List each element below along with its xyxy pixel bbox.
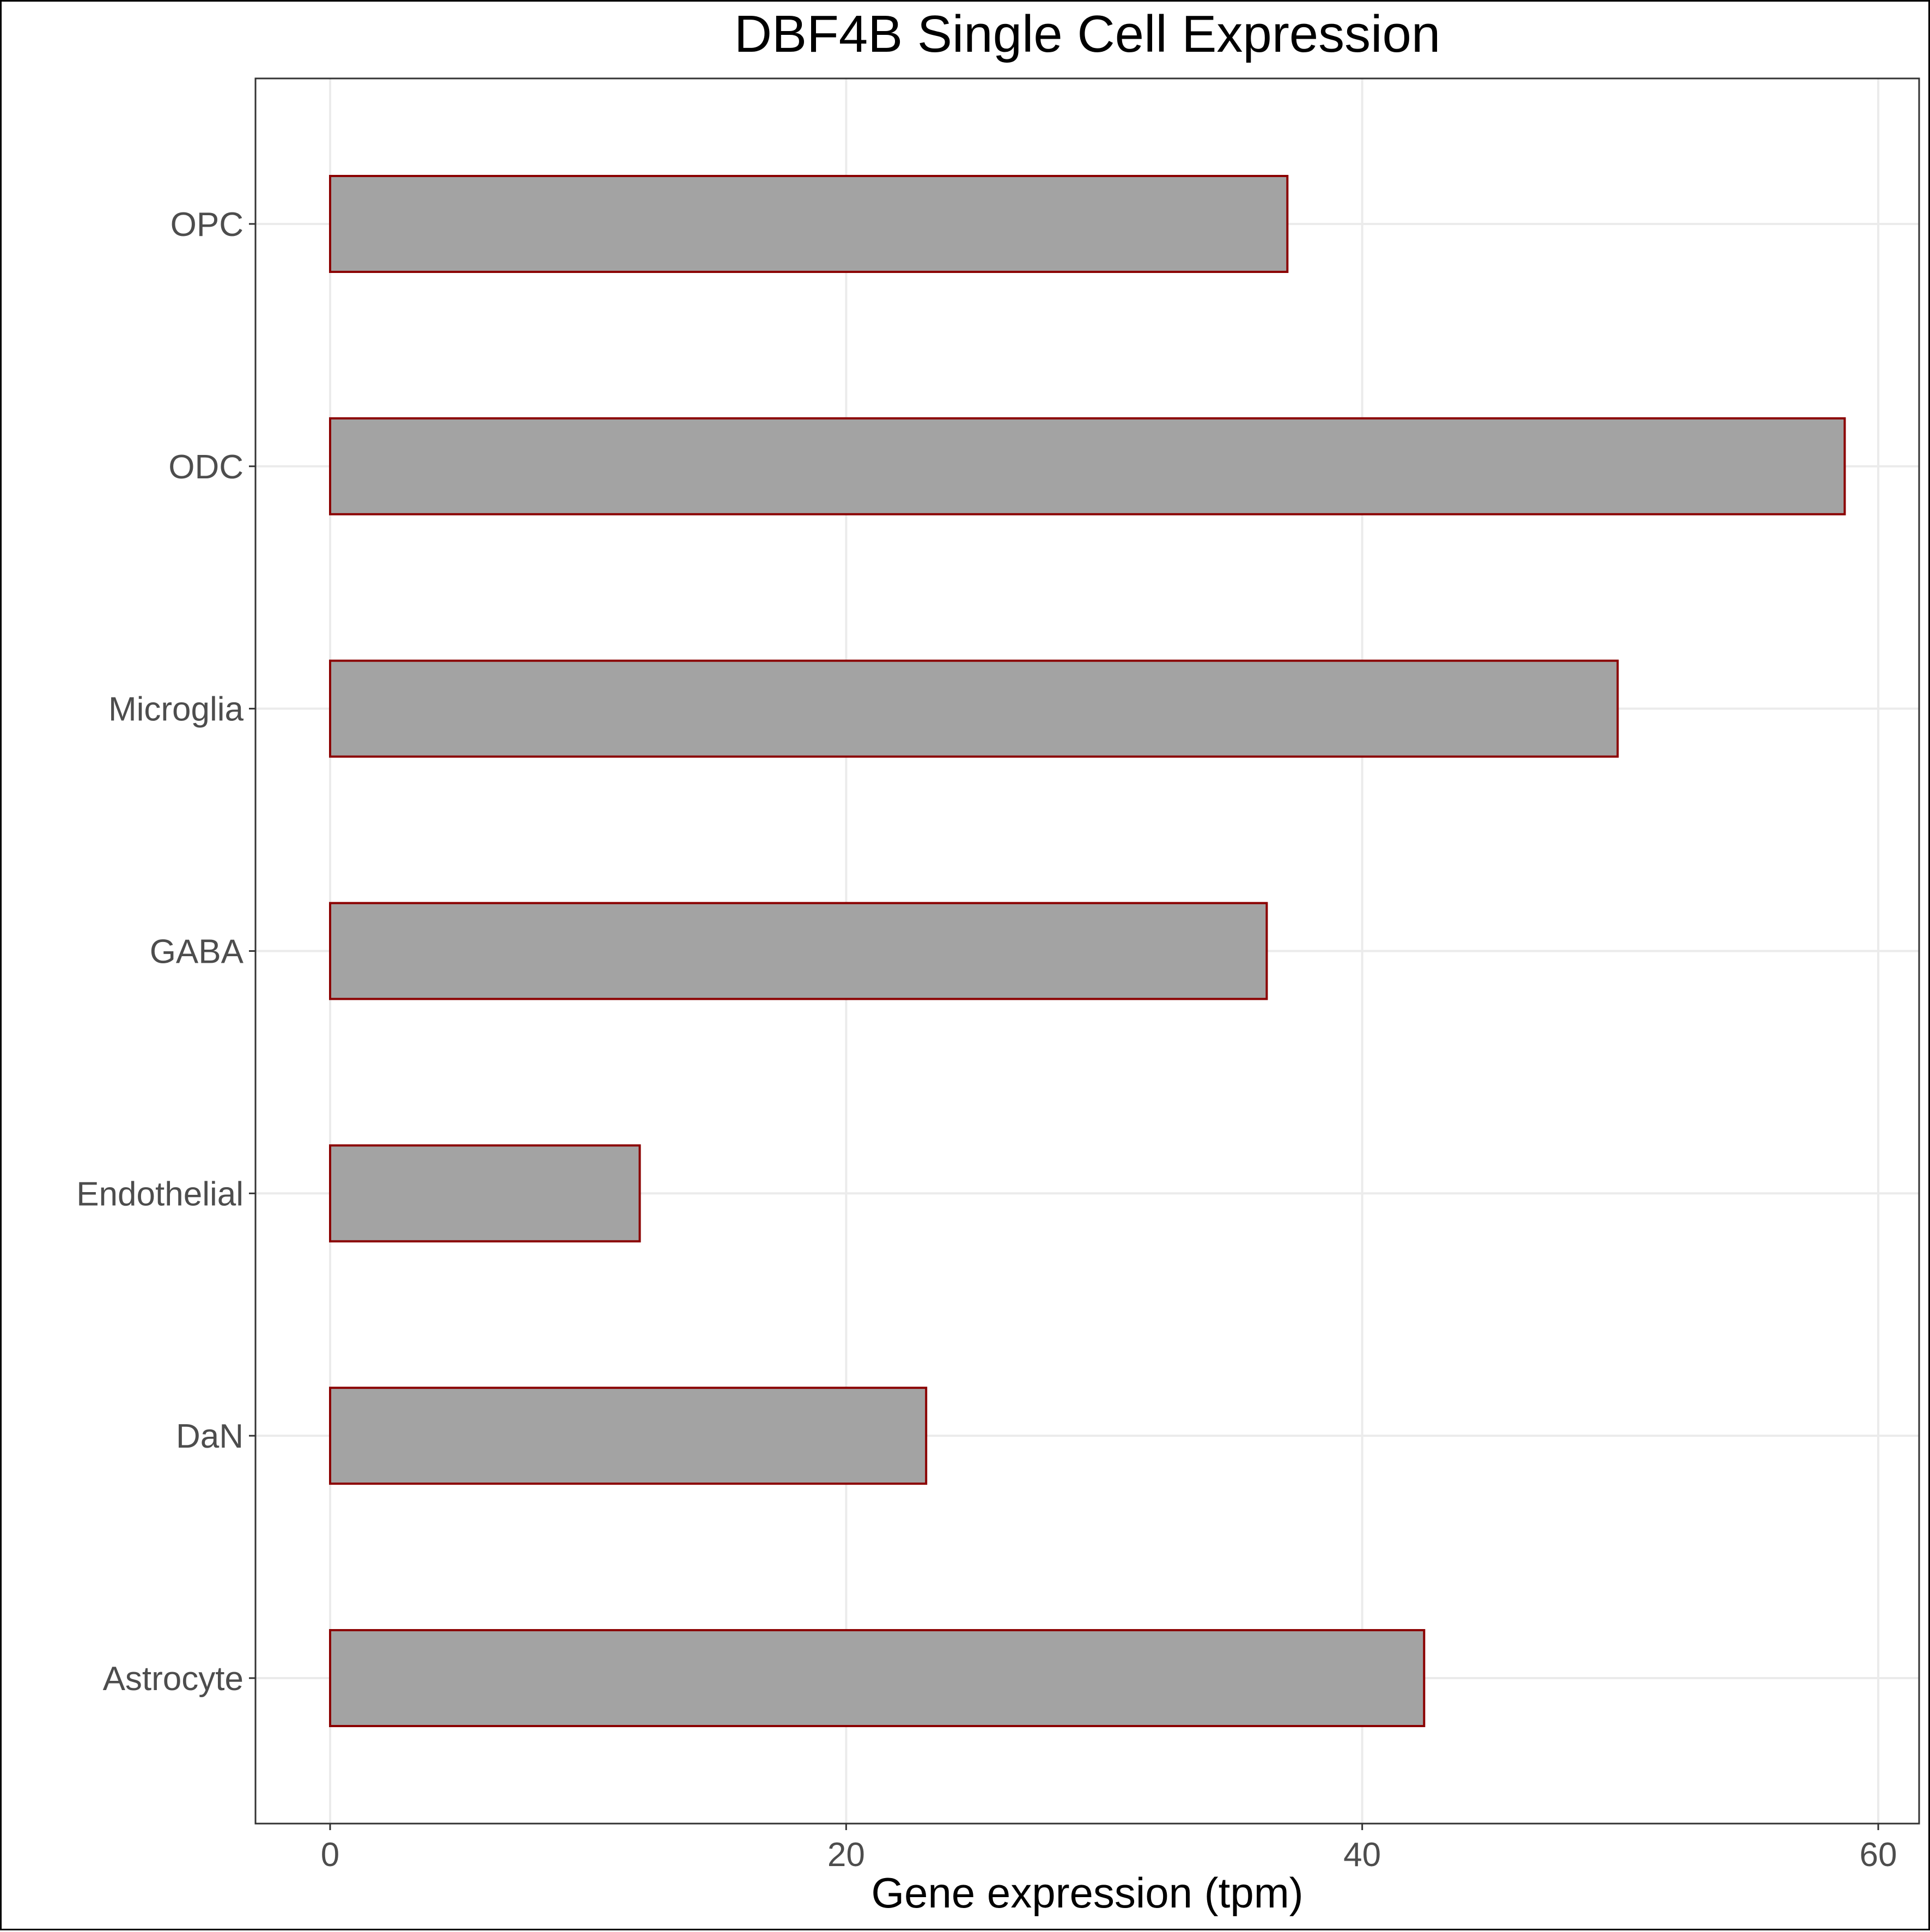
- x-tick-label: 60: [1860, 1836, 1897, 1874]
- bar-layer: [329, 175, 1846, 1727]
- bar-dan: [329, 1387, 928, 1485]
- bar-astrocyte: [329, 1629, 1426, 1727]
- y-tick-label: Astrocyte: [103, 1660, 243, 1698]
- x-tick-label: 20: [827, 1836, 865, 1874]
- y-tick-label: OPC: [171, 206, 243, 244]
- y-tick-label: GABA: [150, 933, 244, 971]
- chart-title: DBF4B Single Cell Expression: [734, 5, 1441, 63]
- bar-opc: [329, 175, 1289, 273]
- y-tick-label: DaN: [176, 1418, 243, 1455]
- bar-endothelial: [329, 1144, 641, 1243]
- y-tick-label: ODC: [168, 448, 243, 486]
- x-tick-label: 40: [1343, 1836, 1381, 1874]
- bar-microglia: [329, 659, 1619, 758]
- y-tick-label: Microglia: [108, 691, 244, 728]
- x-axis-title: Gene expression (tpm): [871, 1869, 1303, 1917]
- x-tick-label: 0: [321, 1836, 339, 1874]
- bar-gaba: [329, 902, 1268, 1000]
- tick-layer: 0 20 40 60 Astrocyte DaN Endothelial GABA Microg…: [76, 206, 1897, 1874]
- y-tick-label: Endothelial: [76, 1175, 243, 1213]
- bar-odc: [329, 417, 1846, 515]
